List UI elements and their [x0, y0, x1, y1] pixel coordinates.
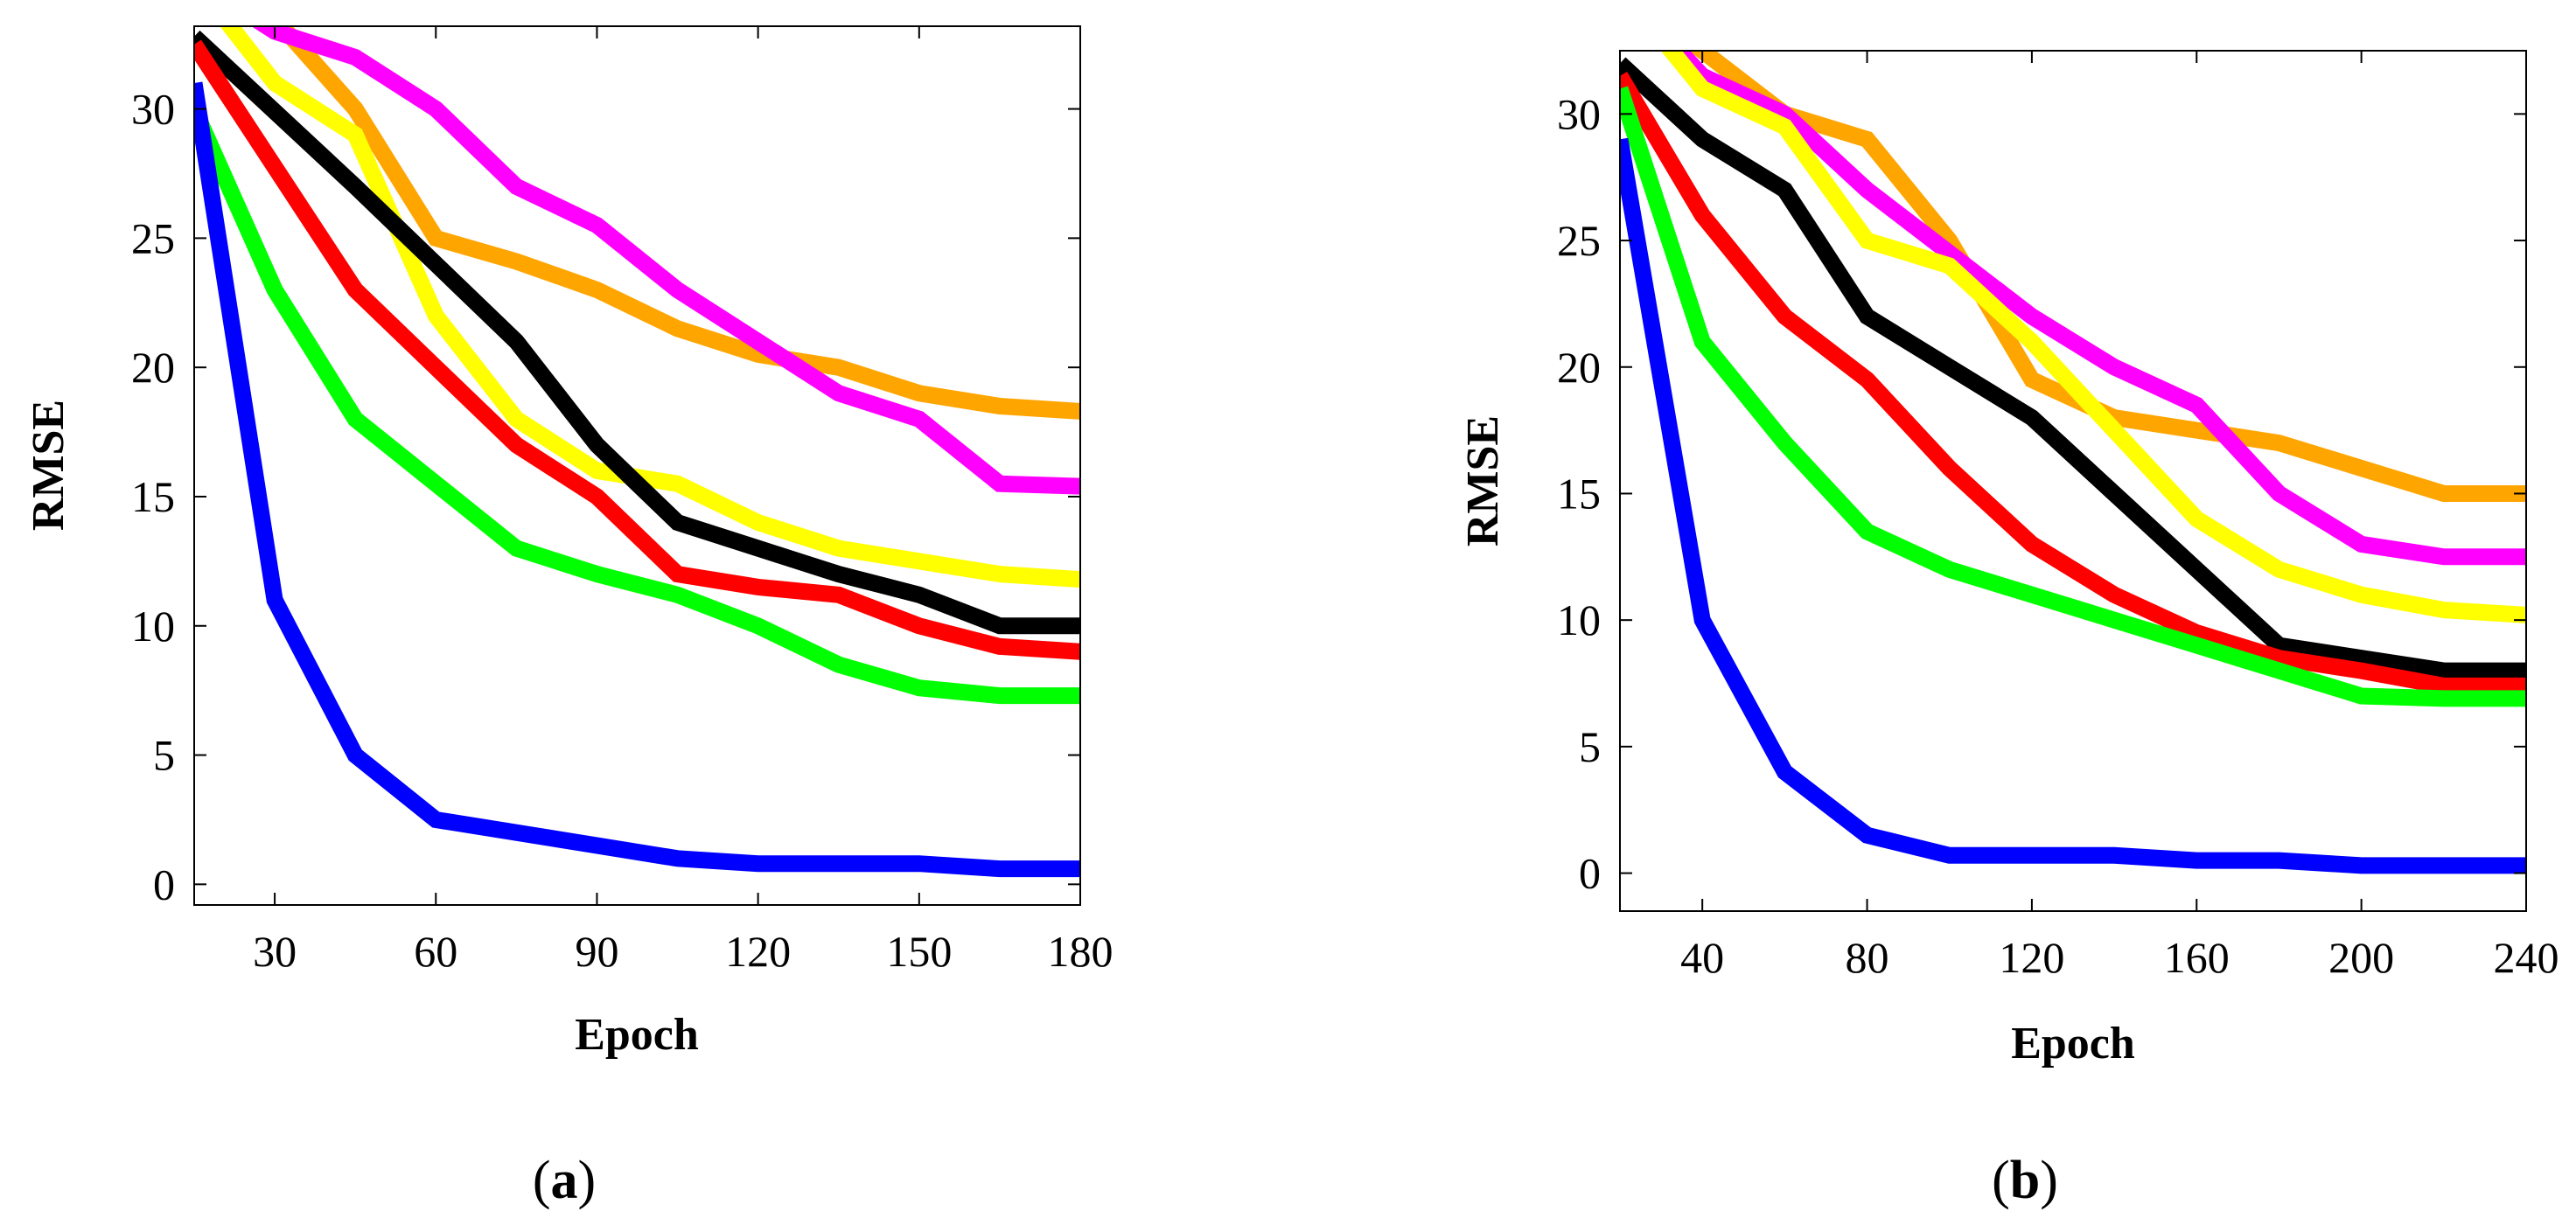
- plot-lines-b: [1620, 51, 2526, 874]
- series-line-orange-a: [270, 26, 1080, 420]
- series-line-blue-b: [1620, 137, 2526, 874]
- y-tick-label-5-a: 5: [153, 731, 175, 780]
- panel-a: 30 60 90 120 150 180 0 5 10 15 20 25 30 Epoch RMSE (…: [24, 25, 1113, 1210]
- y-tick-label-15-a: 15: [131, 472, 175, 521]
- y-axis-title-a: RMSE: [24, 400, 73, 531]
- ticks-b: 40 80 120 160 200 240 0 5 10 15 20 25 30: [1557, 51, 2559, 982]
- series-line-green-b: [1620, 86, 2526, 707]
- y-tick-label-25-a: 25: [131, 213, 175, 262]
- y-axis-title-b: RMSE: [1458, 415, 1508, 546]
- series-line-magenta-b: [1667, 51, 2526, 566]
- series-line-black-a: [194, 30, 1080, 635]
- x-tick-label-160-b: 160: [2164, 933, 2230, 982]
- x-tick-label-80-b: 80: [1846, 933, 1889, 982]
- x-axis-title-b: Epoch: [2011, 1019, 2135, 1068]
- x-tick-label-180-a: 180: [1048, 927, 1113, 976]
- y-tick-label-15-b: 15: [1557, 469, 1601, 518]
- y-tick-label-10-b: 10: [1557, 595, 1601, 644]
- plot-lines-a: [194, 26, 1080, 878]
- x-axis-title-a: Epoch: [575, 1010, 699, 1060]
- series-line-magenta-a: [251, 26, 1080, 495]
- x-tick-label-150-a: 150: [886, 927, 952, 976]
- y-tick-label-0-a: 0: [153, 860, 175, 908]
- series-line-black-b: [1620, 57, 2526, 679]
- panel-label-a: (a): [533, 1151, 596, 1210]
- x-tick-label-30-a: 30: [253, 927, 297, 976]
- y-tick-label-30-a: 30: [131, 85, 175, 134]
- panel-label-b-letter: b: [2010, 1151, 2040, 1210]
- y-tick-label-0-b: 0: [1579, 849, 1601, 898]
- panel-label-b-open: (: [1992, 1151, 2010, 1210]
- x-tick-label-60-a: 60: [414, 927, 457, 976]
- series-line-yellow-b: [1660, 51, 2526, 623]
- y-tick-label-5-b: 5: [1579, 722, 1601, 771]
- x-tick-label-120-a: 120: [725, 927, 791, 976]
- plot-frame-a: [193, 25, 1081, 906]
- y-tick-label-20-b: 20: [1557, 343, 1601, 392]
- series-line-blue-a: [194, 81, 1080, 878]
- y-tick-label-30-b: 30: [1557, 89, 1601, 138]
- y-tick-label-20-a: 20: [131, 343, 175, 392]
- panel-label-a-open: (: [533, 1151, 551, 1210]
- x-tick-label-90-a: 90: [575, 927, 618, 976]
- panel-label-b: (b): [1992, 1151, 2058, 1210]
- plot-frame-b: [1619, 50, 2527, 912]
- x-tick-label-200-b: 200: [2328, 933, 2394, 982]
- x-tick-label-240-b: 240: [2494, 933, 2559, 982]
- panel-label-a-letter: a: [551, 1151, 578, 1210]
- ticks-a: 30 60 90 120 150 180 0 5 10 15 20 25 30: [131, 26, 1113, 976]
- y-tick-label-25-b: 25: [1557, 216, 1601, 265]
- panel-label-b-close: ): [2040, 1151, 2058, 1210]
- x-tick-label-40-b: 40: [1680, 933, 1724, 982]
- panel-label-a-close: ): [578, 1151, 597, 1210]
- series-line-green-a: [194, 105, 1080, 705]
- x-tick-label-120-b: 120: [1999, 933, 2064, 982]
- series-line-red-b: [1620, 72, 2526, 694]
- y-tick-label-10-a: 10: [131, 602, 175, 651]
- series-line-red-a: [194, 39, 1080, 660]
